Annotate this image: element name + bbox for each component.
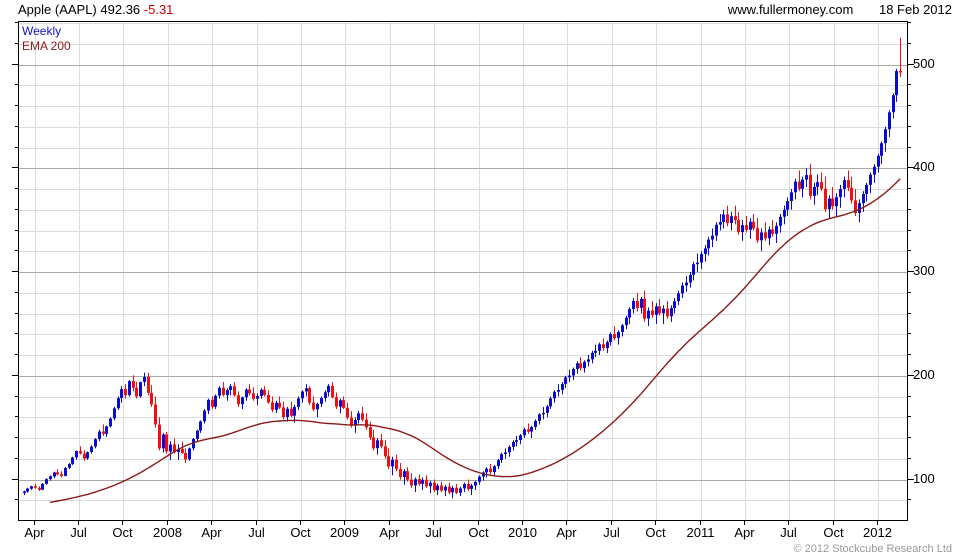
x-axis-tick-label: Jul xyxy=(70,525,87,540)
y-axis-tick-label: 500 xyxy=(913,55,935,71)
copyright-credit: © 2012 Stockcube Research Ltd xyxy=(793,543,952,555)
x-axis-tick-label: Apr xyxy=(379,525,400,540)
x-axis-tick-label: 2012 xyxy=(863,525,892,540)
y-axis-tick-label: 100 xyxy=(913,470,935,486)
x-axis-tick-label: Oct xyxy=(112,525,133,540)
x-axis-tick-label: Apr xyxy=(556,525,577,540)
series-legend: Weekly EMA 200 xyxy=(22,24,71,54)
y-axis-tick-label: 400 xyxy=(913,159,935,175)
chart-date: 18 Feb 2012 xyxy=(878,2,952,17)
instrument-name: Apple (AAPL) xyxy=(18,2,97,17)
candlestick-series xyxy=(23,37,902,499)
x-axis-tick-label: 2011 xyxy=(686,525,715,540)
x-axis-tick-label: 2010 xyxy=(508,525,537,540)
gridlines-vertical xyxy=(35,22,879,520)
gridlines-major xyxy=(19,65,907,481)
last-price: 492.36 xyxy=(100,2,141,17)
x-axis-tick-label: 2009 xyxy=(330,525,359,540)
header-right: www.fullermoney.com 18 Feb 2012 xyxy=(728,2,952,18)
x-axis-tick-label: Oct xyxy=(645,525,666,540)
ema200-line xyxy=(49,178,901,504)
legend-item-ema200: EMA 200 xyxy=(22,39,71,53)
x-axis-tick-label: Apr xyxy=(734,525,755,540)
chart-plot-area[interactable]: Weekly EMA 200 xyxy=(18,21,908,521)
legend-item-weekly: Weekly xyxy=(22,24,62,38)
price-change: -5.31 xyxy=(143,2,174,17)
candlestick-chart xyxy=(19,22,907,520)
x-axis-tick-label: Jul xyxy=(425,525,442,540)
x-axis-tick-label: Oct xyxy=(468,525,489,540)
x-axis-tick-label: Jul xyxy=(248,525,265,540)
x-axis-tick-label: Oct xyxy=(290,525,311,540)
gridlines-minor xyxy=(19,23,907,501)
x-axis-tick-label: Jul xyxy=(780,525,797,540)
x-axis-tick-label: 2008 xyxy=(153,525,182,540)
x-axis-tick-label: Apr xyxy=(201,525,222,540)
y-axis-ticks-left xyxy=(12,22,18,500)
y-axis-ticks xyxy=(908,22,914,500)
x-axis-tick-label: Apr xyxy=(24,525,45,540)
x-axis-tick-label: Oct xyxy=(823,525,844,540)
y-axis-tick-label: 200 xyxy=(913,366,935,382)
x-axis-ticks xyxy=(34,521,878,525)
website-url: www.fullermoney.com xyxy=(727,2,854,17)
x-axis-tick-label: Jul xyxy=(603,525,620,540)
quote-header: Apple (AAPL) 492.36 -5.31 xyxy=(18,2,173,18)
y-axis-tick-label: 300 xyxy=(913,263,935,279)
